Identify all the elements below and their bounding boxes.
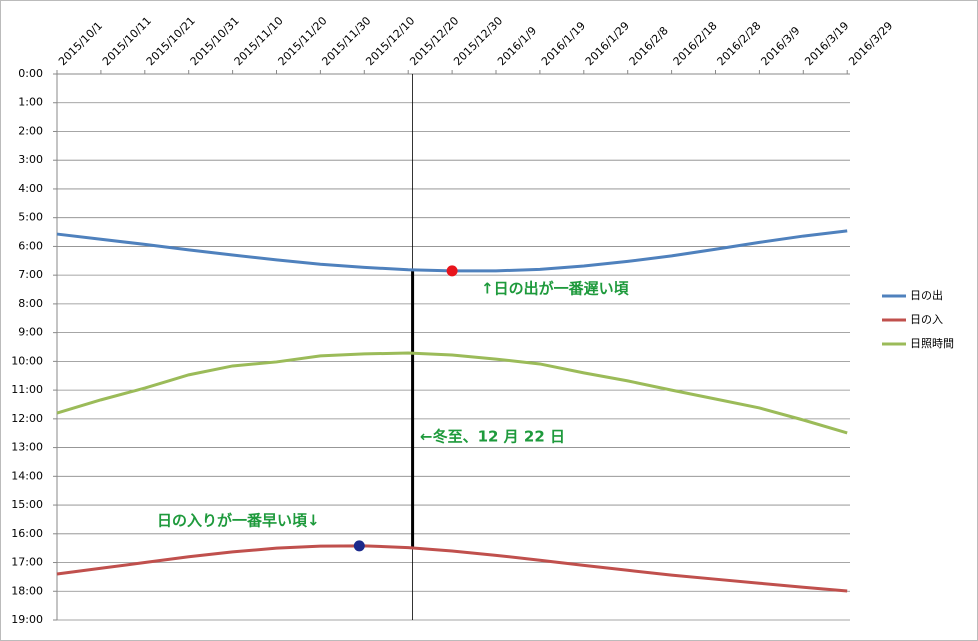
legend-label: 日の入 <box>910 313 943 326</box>
earliest-sunset-dot <box>353 540 365 552</box>
y-tick-label: 0:00 <box>18 67 43 80</box>
annotation: 日の入りが一番早い頃↓ <box>157 512 320 530</box>
series-line <box>56 351 848 435</box>
series-line <box>56 544 848 593</box>
y-tick-label: 17:00 <box>11 556 43 569</box>
legend-label: 日の出 <box>910 288 943 302</box>
y-tick-label: 1:00 <box>18 96 43 109</box>
y-tick-label: 10:00 <box>11 354 43 367</box>
y-tick-label: 8:00 <box>18 297 43 310</box>
y-tick-label: 19:00 <box>11 613 43 626</box>
y-tick-label: 4:00 <box>18 182 43 195</box>
annotation: ←冬至、12 月 22 日 <box>420 428 565 446</box>
y-tick-label: 18:00 <box>11 584 43 597</box>
y-tick-label: 9:00 <box>18 326 43 339</box>
legend-label: 日照時間 <box>910 337 954 350</box>
y-tick-label: 6:00 <box>18 239 43 252</box>
latest-sunrise-dot <box>446 265 458 277</box>
y-tick-label: 2:00 <box>18 124 43 137</box>
y-tick-label: 12:00 <box>11 412 43 425</box>
y-tick-label: 13:00 <box>11 441 43 454</box>
y-tick-label: 11:00 <box>11 383 43 396</box>
y-tick-label: 15:00 <box>11 498 43 511</box>
y-tick-label: 5:00 <box>18 211 43 224</box>
y-tick-label: 3:00 <box>18 153 43 166</box>
annotation: ↑日の出が一番遅い頃 <box>481 280 630 298</box>
y-tick-label: 16:00 <box>11 527 43 540</box>
y-tick-label: 14:00 <box>11 469 43 482</box>
y-tick-label: 7:00 <box>18 268 43 281</box>
